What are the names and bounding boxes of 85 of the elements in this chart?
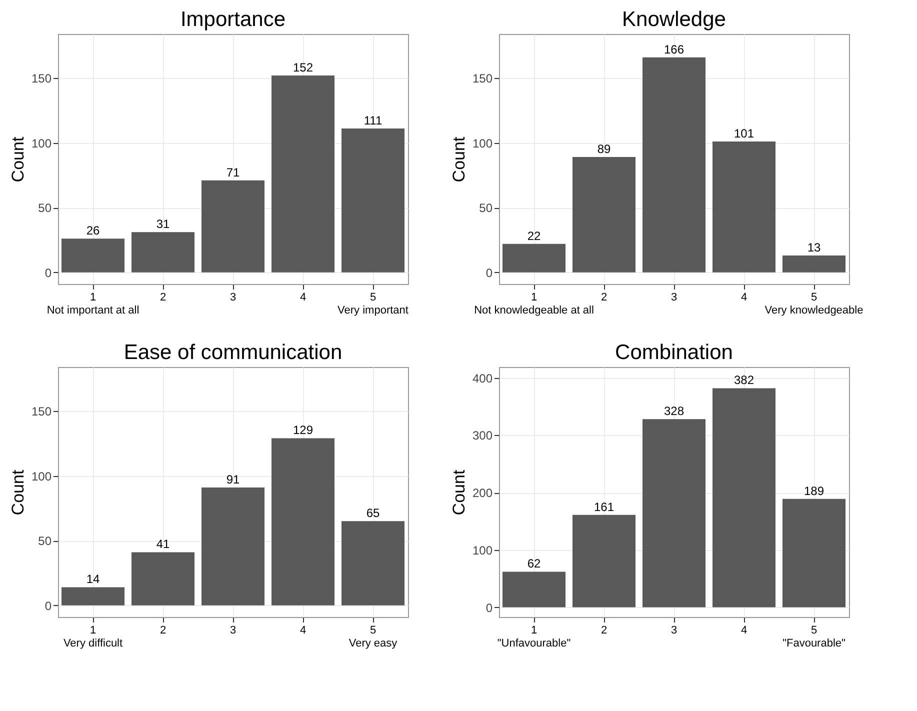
x-tick-label: 1 Not important at all [46,292,140,316]
x-tick-label: 5 Very easy [348,624,398,650]
x-tick-label: 2 [160,624,166,636]
data-label: 328 [664,404,684,418]
y-tick-label: 150 [31,404,52,419]
y-tick-label: 0 [44,598,52,613]
data-label: 152 [292,60,314,74]
data-label: 26 [86,224,100,238]
bar [202,180,264,272]
bar [502,572,566,608]
y-tick-label: 100 [472,543,493,558]
y-tick-label: 200 [472,486,493,500]
y-axis-title: Count [449,470,468,516]
y-tick-label: 300 [472,428,493,443]
x-tick-label: 4 [740,624,748,636]
x-tick-label: 3 [230,624,236,636]
bar [782,498,846,608]
data-label: 71 [226,165,240,180]
y-tick-label: 150 [31,72,52,86]
y-tick-label: 400 [472,371,493,386]
x-tick-label: 1 Not knowledgeable at all [474,292,594,316]
bar [712,388,776,608]
bar [272,75,334,272]
data-label: 62 [527,556,541,571]
x-tick-label: 2 [160,292,166,304]
data-label: 382 [734,373,754,388]
data-label: 65 [366,506,380,520]
y-axis-title: Count [449,136,468,182]
x-tick-label: 1 "Unfavourable" [497,624,571,650]
y-tick-label: 50 [479,201,493,216]
chart-title: Knowledge [622,8,726,31]
data-label: 189 [804,484,824,498]
y-tick-label: 100 [472,136,493,150]
bar [342,128,404,272]
y-tick-label: 0 [44,266,52,280]
bar [642,57,706,272]
y-tick-label: 0 [486,600,493,615]
y-tick-label: 50 [38,534,52,548]
data-label: 31 [156,217,170,232]
x-tick-label: 4 [300,292,306,304]
y-tick-label: 0 [486,266,493,280]
chart-title: Combination [615,341,733,364]
x-tick-label: 5 "Favourable" [782,624,846,650]
x-tick-label: 2 [600,624,608,636]
bar [782,256,846,272]
data-label: 166 [664,42,684,56]
y-tick-label: 50 [38,201,52,216]
x-tick-label: 5 Very knowledgeable [764,292,864,316]
y-tick-label: 100 [31,469,52,484]
bar [62,238,124,272]
data-label: 161 [594,500,614,514]
y-axis-title: Count [8,136,28,182]
data-label: 111 [364,114,382,128]
x-tick-label: 4 [740,292,748,304]
data-label: 129 [292,423,314,438]
x-tick-label: 3 [670,292,678,304]
bar [502,244,566,272]
data-label: 89 [597,142,611,156]
x-tick-label: 3 [230,292,236,304]
data-label: 22 [527,228,541,243]
chart-title: Importance [180,8,286,31]
x-tick-label: 3 [670,624,678,636]
x-tick-label: 5 Very important [338,292,408,316]
bar [62,587,124,606]
data-label: 14 [86,572,100,586]
bar [202,487,264,606]
y-axis-title: Count [8,470,28,516]
bar [572,157,636,272]
x-tick-label: 2 [600,292,608,304]
chart-title: Ease of communication [124,341,342,364]
y-tick-label: 150 [472,72,493,86]
bar [642,419,706,608]
data-label: 101 [734,126,754,141]
x-tick-label: 1 Very difficult [63,624,123,650]
data-label: 41 [156,537,170,552]
bar [272,438,334,606]
bar [132,232,194,272]
bar [712,142,776,272]
y-tick-label: 100 [31,136,52,150]
bar [572,514,636,608]
data-label: 91 [226,472,240,486]
x-tick-label: 4 [300,624,306,636]
data-label: 13 [807,240,821,255]
bar [342,521,404,606]
bar [132,552,194,606]
